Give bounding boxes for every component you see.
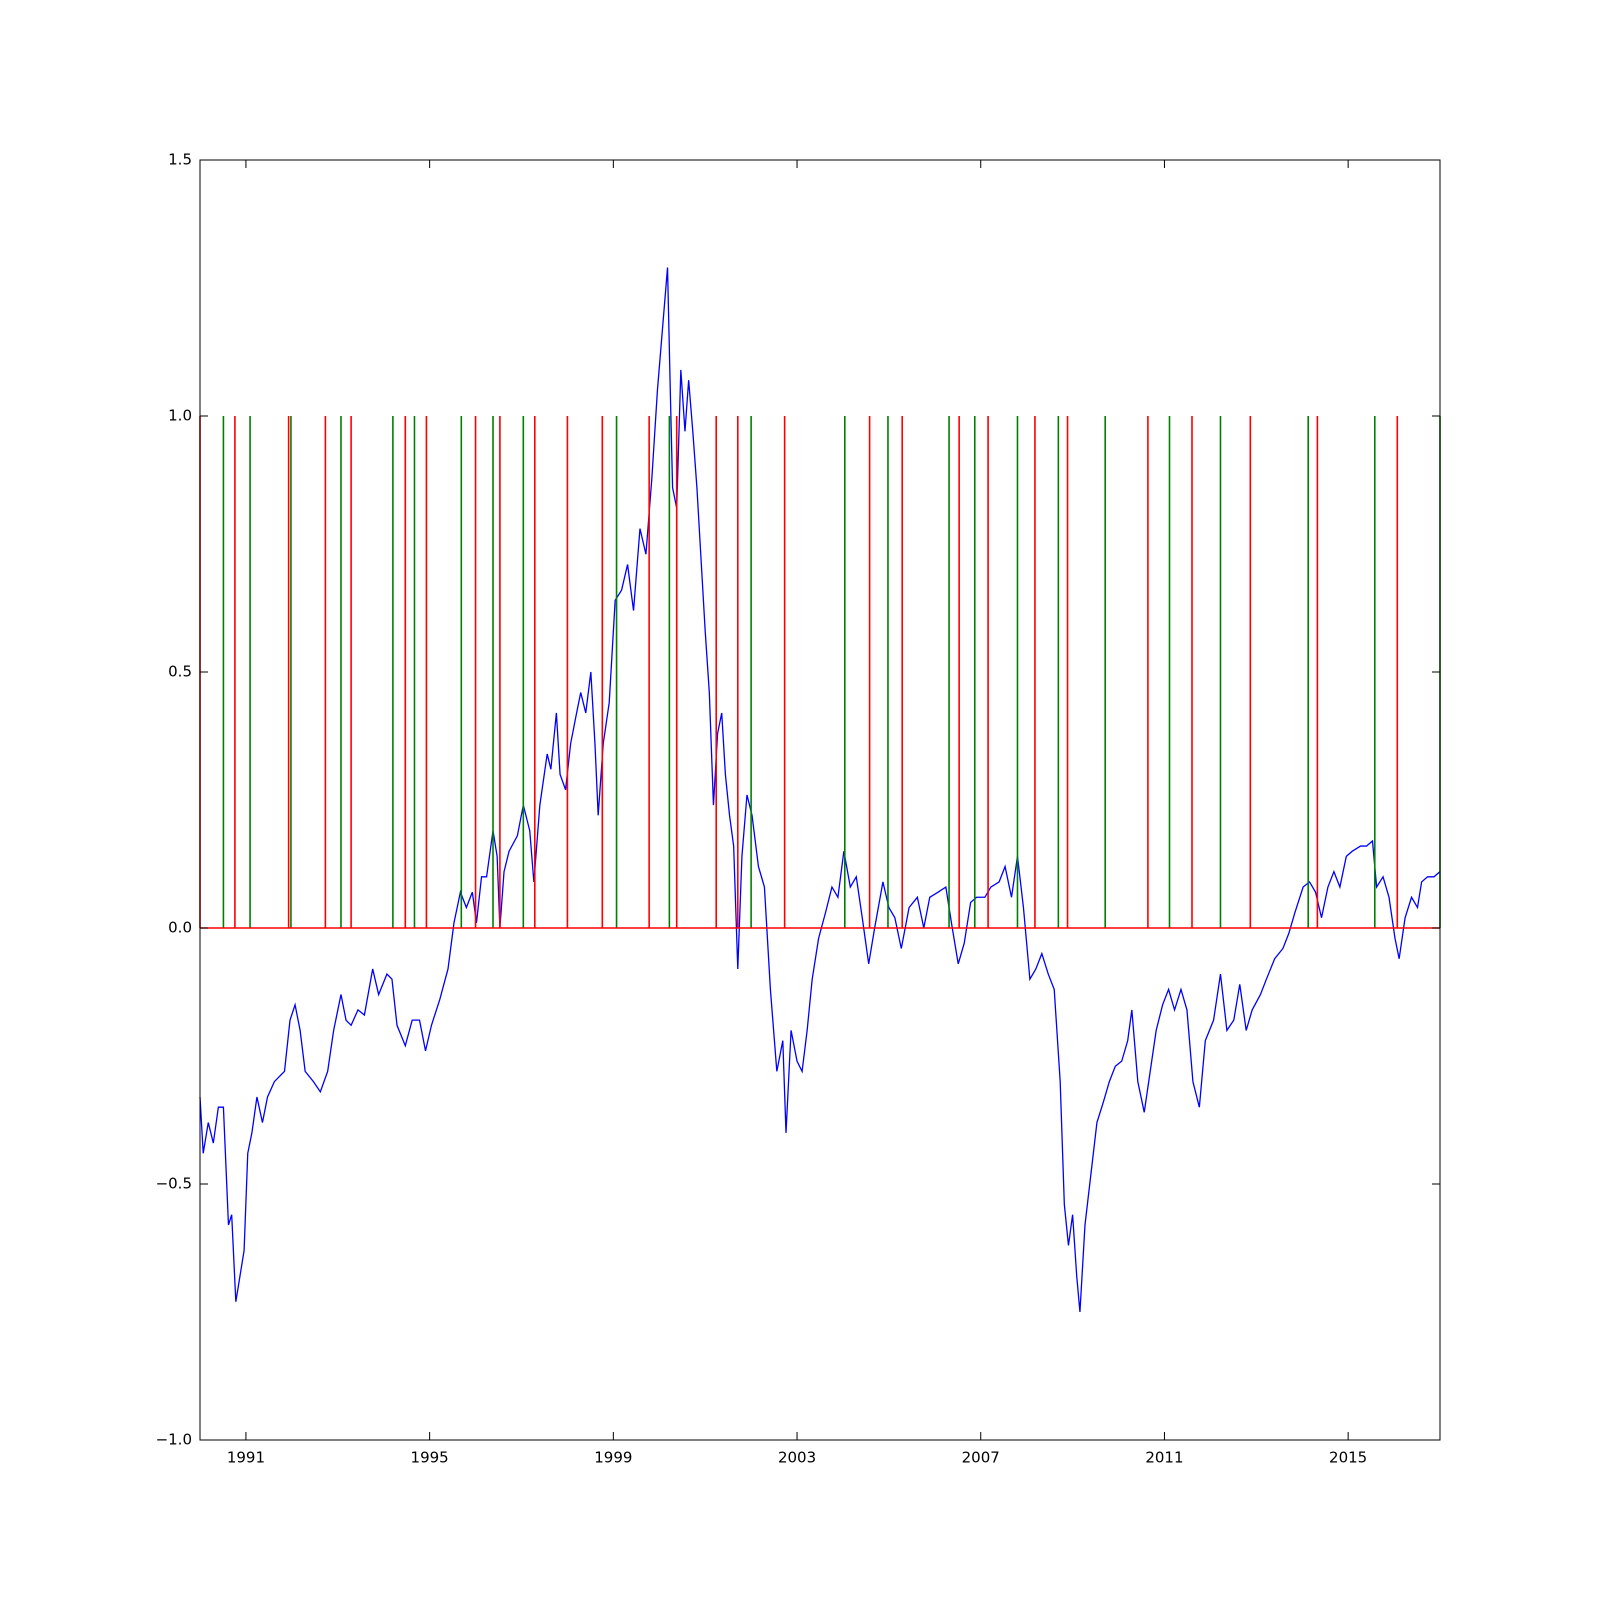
y-tick-label: 1.0 [168, 407, 192, 425]
y-tick-label: −0.5 [156, 1175, 192, 1193]
y-tick-label: −1.0 [156, 1431, 192, 1449]
data-line [199, 267, 1441, 1313]
x-tick-label: 1995 [411, 1449, 449, 1467]
x-tick-label: 2003 [778, 1449, 816, 1467]
y-tick-label: 0.5 [168, 663, 192, 681]
y-tick-label: 0.0 [168, 919, 192, 937]
x-tick-label: 2011 [1145, 1449, 1183, 1467]
x-tick-label: 2015 [1329, 1449, 1367, 1467]
x-tick-label: 1991 [227, 1449, 265, 1467]
x-tick-label: 1999 [594, 1449, 632, 1467]
y-tick-label: 1.5 [168, 151, 192, 169]
x-tick-label: 2007 [962, 1449, 1000, 1467]
plot-frame [199, 159, 1441, 1441]
